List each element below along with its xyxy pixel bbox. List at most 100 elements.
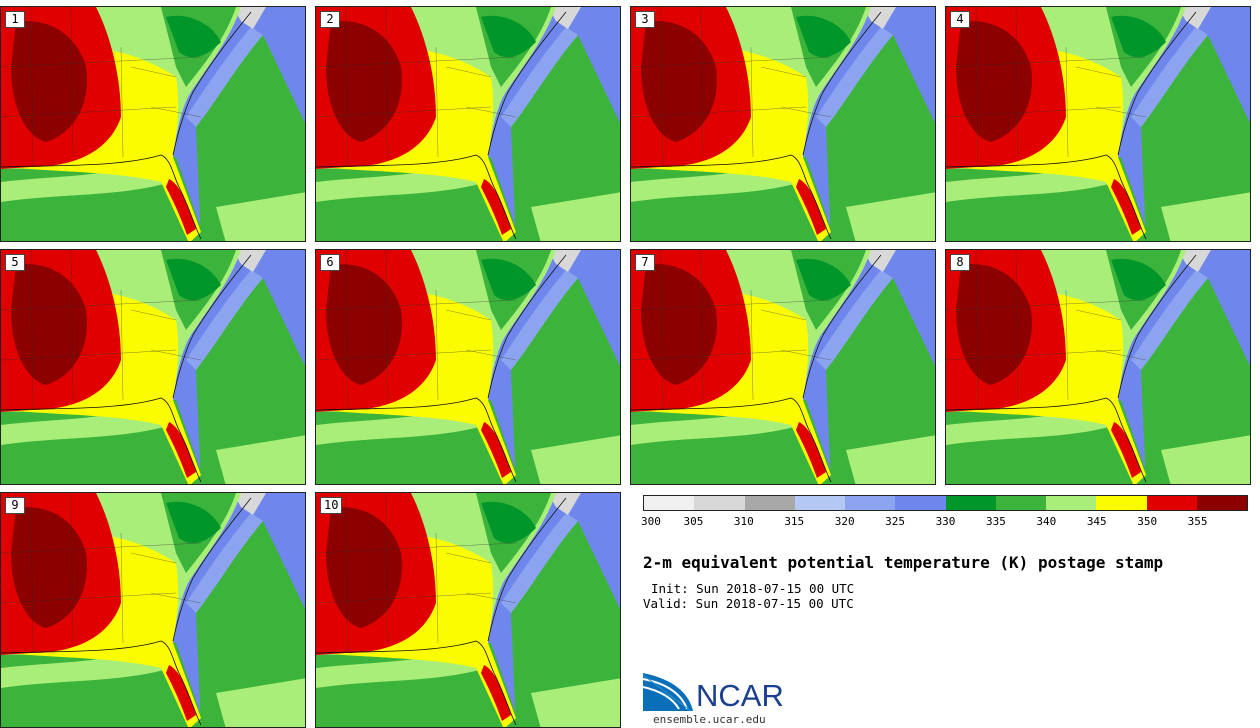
dark-red-core [11,21,87,142]
atlantic-green-band [511,521,620,727]
panel-number-label: 7 [635,254,655,271]
florida-red [1111,422,1141,478]
colorbar-segment [1046,496,1097,510]
panel-number-label: 2 [320,11,340,28]
colorbar-tick-label: 325 [885,515,906,528]
colorbar-tick-label: 305 [683,515,704,528]
atlantic-green-band [196,35,305,241]
se-light-green [846,435,935,484]
se-light-green [846,192,935,241]
dark-red-core [326,507,402,628]
ensemble-member-map [316,493,620,727]
se-light-green [1161,192,1250,241]
panel-number-label: 4 [950,11,970,28]
dark-green-patches [481,15,536,58]
ncar-logo-icon [643,673,693,712]
coastline [316,497,567,726]
ensemble-member-map [1,7,305,241]
colorbar-segment [744,496,795,510]
colorbar-segment [1146,496,1197,510]
sw-dark-green [946,446,1055,484]
florida-red [796,422,826,478]
state-borders [1,7,202,168]
postage-stamp-panel: 7 [630,249,936,485]
light-blue-band [816,27,893,127]
atlantic-green-band [1141,35,1250,241]
coastline [316,254,567,483]
postage-stamp-panel: 8 [945,249,1251,485]
postage-stamp-panel: 2 [315,6,621,242]
colorbar-tick-label: 340 [1036,515,1057,528]
colorbar-segment [845,496,896,510]
logo-text: NCAR [696,678,784,713]
panel-number-label: 8 [950,254,970,271]
gray-coast [1178,7,1211,29]
colorbar-segment [794,496,845,510]
light-blue-band [1131,270,1208,370]
postage-stamp-panel: 1 [0,6,306,242]
ensemble-member-map [631,7,935,241]
coastline [316,11,567,240]
dark-green-patches [481,258,536,301]
postage-stamp-panel: 3 [630,6,936,242]
light-blue-band [186,270,263,370]
gray-coast [548,7,581,29]
light-blue-band [1131,27,1208,127]
dark-green-patches [166,501,221,544]
light-blue-band [501,27,578,127]
figure-title: 2-m equivalent potential temperature (K)… [643,553,1164,572]
atlantic-green-band [511,35,620,241]
sw-dark-green [1,689,110,727]
dark-green-patches [796,15,851,58]
colorbar-tick-label: 315 [784,515,805,528]
state-borders [1,250,202,411]
light-blue-band [186,513,263,613]
colorbar [643,495,1248,511]
colorbar-tick-label: 345 [1086,515,1107,528]
light-blue-band [501,270,578,370]
dark-red-core [11,264,87,385]
se-light-green [531,678,620,727]
ensemble-member-map [316,7,620,241]
state-borders [316,250,517,411]
sw-dark-green [631,203,740,241]
atlantic-green-band [826,35,935,241]
florida-red [166,422,196,478]
panel-number-label: 5 [5,254,25,271]
colorbar-segment [895,496,946,510]
gray-coast [863,250,896,272]
panel-number-label: 9 [5,497,25,514]
colorbar-segment [995,496,1046,510]
state-borders [631,250,832,411]
atlantic-green-band [826,278,935,484]
state-borders [631,7,832,168]
panel-number-label: 3 [635,11,655,28]
sw-dark-green [1,446,110,484]
colorbar-tick-label: 300 [641,515,661,528]
colorbar-tick-label: 335 [985,515,1006,528]
sw-dark-green [1,203,110,241]
se-light-green [531,435,620,484]
dark-red-core [326,21,402,142]
atlantic-green-band [1141,278,1250,484]
dark-red-core [11,507,87,628]
colorbar-tick-label: 350 [1137,515,1158,528]
dark-green-patches [166,15,221,58]
postage-stamp-panel: 4 [945,6,1251,242]
se-light-green [216,435,305,484]
gray-coast [233,7,266,29]
coastline [631,254,882,483]
colorbar-segment [1096,496,1147,510]
atlantic-green-band [196,278,305,484]
sw-dark-green [316,203,425,241]
sw-dark-green [316,446,425,484]
gray-coast [548,493,581,515]
colorbar-tick-label: 330 [935,515,956,528]
dark-red-core [326,264,402,385]
dark-green-patches [796,258,851,301]
dark-green-patches [1111,258,1166,301]
atlantic-green-band [196,521,305,727]
colorbar-labels: 300 305 310 315 320 325 330 335 340 345 350 355 [641,515,1248,529]
valid-time: Valid: Sun 2018-07-15 00 UTC [643,596,854,611]
panel-number-label: 10 [320,497,343,514]
